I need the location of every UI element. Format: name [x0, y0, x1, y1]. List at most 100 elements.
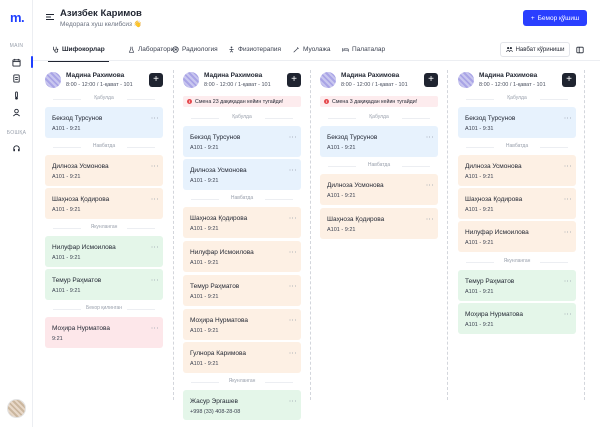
physio-icon — [229, 46, 234, 53]
patient-info: A101 - 9:21 — [465, 240, 494, 246]
patient-card[interactable]: Нилуфар Исмоилова A101 - 9:21 ⋮ — [45, 236, 163, 267]
patient-info: A101 - 9:31 — [465, 126, 494, 132]
tab-laboratory[interactable]: Лаборатория — [128, 38, 178, 61]
tab-physiotherapy[interactable]: Физиотерапия — [228, 38, 281, 61]
queue-view-button[interactable]: Навбат кўриниши — [500, 42, 570, 57]
more-options-icon[interactable]: ⋮ — [288, 248, 297, 256]
patient-card[interactable]: Гулнора Каримова A101 - 9:21 ⋮ — [183, 342, 301, 373]
more-options-icon[interactable]: ⋮ — [563, 310, 572, 318]
user-icon[interactable] — [11, 107, 22, 118]
more-options-icon[interactable]: ⋮ — [288, 349, 297, 357]
more-options-icon[interactable]: ⋮ — [288, 166, 297, 174]
patient-name: Темур Раҳматов — [465, 278, 515, 285]
patient-card[interactable]: Дилноза Усмонова A101 - 9:21 ⋮ — [45, 155, 163, 186]
doctor-name: Мадина Рахимова — [204, 72, 263, 79]
more-options-icon[interactable]: ⋮ — [150, 162, 159, 170]
patient-card[interactable]: Шаҳноза Қодирова A101 - 9:21 ⋮ — [458, 188, 576, 219]
patient-card[interactable]: Моҳира Нурматова A101 - 9:21 ⋮ — [458, 303, 576, 334]
patient-card[interactable]: Бекзод Турсунов A101 - 9:31 ⋮ — [458, 107, 576, 138]
more-options-icon[interactable]: ⋮ — [288, 397, 297, 405]
patient-card[interactable]: Темур Раҳматов A101 - 9:21 ⋮ — [45, 269, 163, 300]
tab-doctors[interactable]: Шифокорлар — [48, 38, 109, 62]
document-icon[interactable] — [11, 73, 22, 84]
more-options-icon[interactable]: ⋮ — [425, 133, 434, 141]
add-patient-button[interactable]: + Бемор қўшиш — [523, 10, 587, 26]
patient-card[interactable]: Шаҳноза Қодирова A101 - 9:21 ⋮ — [45, 188, 163, 219]
patient-info: A101 - 9:21 — [190, 294, 219, 300]
tab-radiology[interactable]: Радиология — [172, 38, 218, 61]
tab-bar: Шифокорлар Лаборатория Радиология Физиот… — [33, 38, 600, 62]
patient-info: A101 - 9:21 — [52, 126, 81, 132]
patient-card[interactable]: Шаҳноза Қодирова A101 - 9:21 ⋮ — [183, 207, 301, 238]
patient-name: Нилуфар Исмоилова — [52, 244, 116, 251]
patient-name: Моҳира Нурматова — [465, 311, 523, 318]
profile-avatar[interactable] — [7, 399, 26, 418]
patient-card[interactable]: Моҳира Нурматова A101 - 9:21 ⋮ — [183, 309, 301, 340]
more-options-icon[interactable]: ⋮ — [425, 215, 434, 223]
patient-info: A101 - 9:21 — [190, 361, 219, 367]
tab-procedures[interactable]: Муолажа — [293, 38, 331, 61]
patient-name: Темур Раҳматов — [52, 277, 102, 284]
section-label: Қабулда — [320, 114, 438, 121]
add-appointment-button[interactable]: + — [424, 73, 438, 87]
more-options-icon[interactable]: ⋮ — [563, 114, 572, 122]
more-options-icon[interactable]: ⋮ — [563, 195, 572, 203]
patient-card[interactable]: Бекзод Турсунов A101 - 9:21 ⋮ — [183, 126, 301, 157]
doctor-column: Мадина Рахимова 8:00 - 12:00 / 1-қават -… — [458, 70, 576, 410]
more-options-icon[interactable]: ⋮ — [563, 277, 572, 285]
more-options-icon[interactable]: ⋮ — [150, 243, 159, 251]
more-options-icon[interactable]: ⋮ — [288, 214, 297, 222]
doctor-avatar — [45, 72, 61, 88]
menu-toggle-icon[interactable] — [46, 14, 54, 20]
sidebar-section-main: MAIN — [9, 43, 24, 49]
patient-info: A101 - 9:21 — [327, 227, 356, 233]
layout-toggle-button[interactable] — [572, 42, 587, 57]
app-logo[interactable]: m. — [10, 10, 25, 25]
tab-wards[interactable]: Палаталар — [342, 38, 385, 61]
doctor-schedule: 8:00 - 12:00 / 1-қават - 101 — [341, 82, 408, 88]
patient-card[interactable]: Дилноза Усмонова A101 - 9:21 ⋮ — [320, 174, 438, 205]
patient-info: A101 - 9:21 — [52, 288, 81, 294]
thermometer-icon[interactable] — [11, 90, 22, 101]
patient-card[interactable]: Темур Раҳматов A101 - 9:21 ⋮ — [458, 270, 576, 301]
patient-info: A101 - 9:21 — [52, 174, 81, 180]
section-label: Навбатда — [183, 195, 301, 202]
more-options-icon[interactable]: ⋮ — [425, 181, 434, 189]
more-options-icon[interactable]: ⋮ — [288, 133, 297, 141]
patient-name: Дилноза Усмонова — [52, 163, 109, 170]
alert-icon: ! — [324, 99, 329, 104]
more-options-icon[interactable]: ⋮ — [563, 162, 572, 170]
more-options-icon[interactable]: ⋮ — [288, 282, 297, 290]
more-options-icon[interactable]: ⋮ — [150, 324, 159, 332]
tab-label: Шифокорлар — [62, 46, 105, 53]
patient-name: Шаҳноза Қодирова — [190, 215, 248, 222]
headset-icon[interactable] — [11, 143, 22, 154]
more-options-icon[interactable]: ⋮ — [563, 228, 572, 236]
layout-icon — [575, 46, 584, 53]
patient-card[interactable]: Шаҳноза Қодирова A101 - 9:21 ⋮ — [320, 208, 438, 239]
section-label: Қабулда — [183, 114, 301, 121]
more-options-icon[interactable]: ⋮ — [150, 114, 159, 122]
patient-card[interactable]: Бекзод Турсунов A101 - 9:21 ⋮ — [320, 126, 438, 157]
patient-card[interactable]: Темур Раҳматов A101 - 9:21 ⋮ — [183, 275, 301, 306]
patient-card[interactable]: Жасур Эргашев +998 (33) 408-28-08 ⋮ — [183, 390, 301, 420]
patient-card[interactable]: Нилуфар Исмоилова A101 - 9:21 ⋮ — [183, 241, 301, 272]
section-label: Навбатда — [320, 162, 438, 169]
patient-card[interactable]: Моҳира Нурматова 9:21 ⋮ — [45, 317, 163, 348]
add-appointment-button[interactable]: + — [562, 73, 576, 87]
patient-card[interactable]: Бекзод Турсунов A101 - 9:21 ⋮ — [45, 107, 163, 138]
add-appointment-button[interactable]: + — [149, 73, 163, 87]
more-options-icon[interactable]: ⋮ — [150, 276, 159, 284]
section-label: Бекор қилинган — [45, 305, 163, 312]
patient-info: A101 - 9:21 — [465, 289, 494, 295]
patient-name: Моҳира Нурматова — [190, 317, 248, 324]
calendar-icon[interactable] — [11, 57, 22, 68]
patient-card[interactable]: Дилноза Усмонова A101 - 9:21 ⋮ — [458, 155, 576, 186]
add-appointment-button[interactable]: + — [287, 73, 301, 87]
more-options-icon[interactable]: ⋮ — [288, 316, 297, 324]
more-options-icon[interactable]: ⋮ — [150, 195, 159, 203]
patient-card[interactable]: Дилноза Усмонова A101 - 9:21 ⋮ — [183, 159, 301, 190]
patient-card[interactable]: Нилуфар Исмоилова A101 - 9:21 ⋮ — [458, 221, 576, 252]
shift-alert: ! Смена 3 дақиқадан кейин тугайди! — [320, 96, 438, 107]
tab-label: Муолажа — [303, 46, 331, 53]
